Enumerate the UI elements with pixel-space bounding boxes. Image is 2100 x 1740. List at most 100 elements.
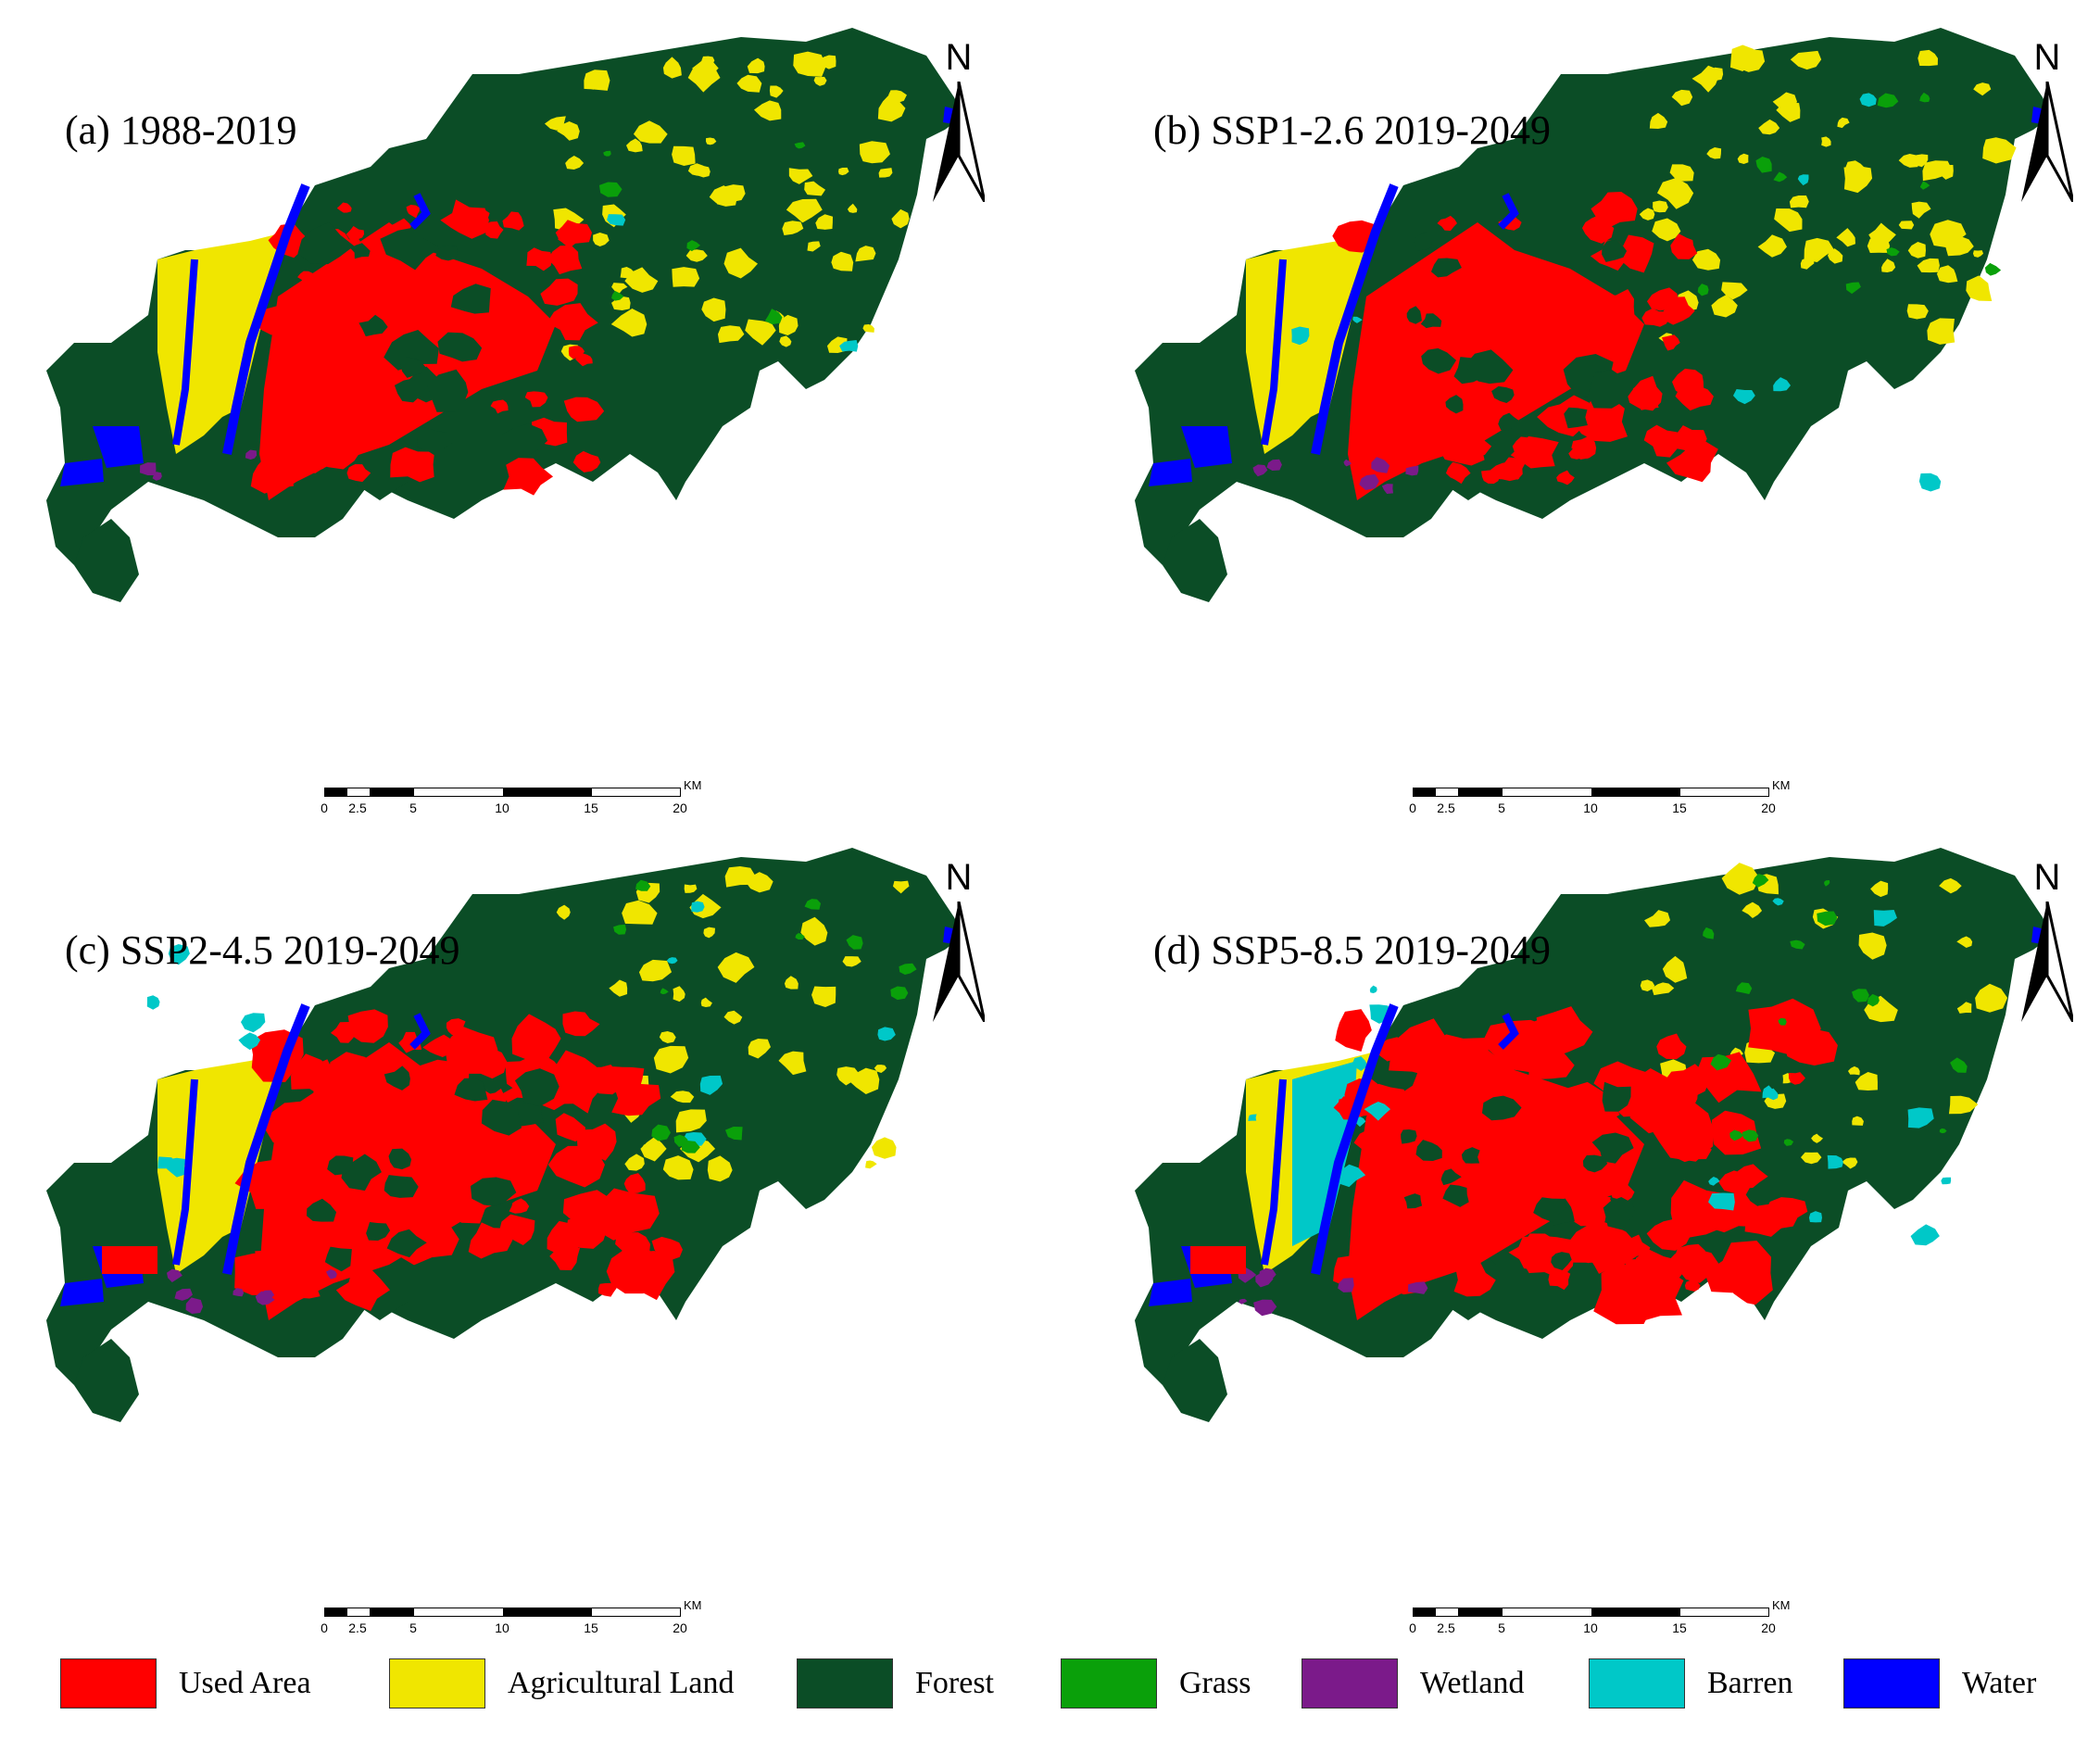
agricultural-patch bbox=[782, 221, 804, 235]
used-area-patch bbox=[1684, 1280, 1701, 1292]
agricultural-patch bbox=[1914, 154, 1929, 168]
scale-segment bbox=[1458, 788, 1503, 796]
agricultural-patch bbox=[1711, 295, 1738, 318]
legend-label: Water bbox=[1962, 1666, 2037, 1700]
barren-patch bbox=[146, 995, 160, 1010]
panel-title: (d) SSP5-8.5 2019-2049 bbox=[1153, 927, 1552, 973]
wetland-patch bbox=[185, 1297, 204, 1314]
agricultural-patch bbox=[685, 249, 708, 262]
used-area-patch bbox=[1643, 424, 1679, 458]
used-area-patch bbox=[265, 1151, 326, 1202]
agricultural-patch bbox=[847, 203, 858, 213]
scale-tick-label: 20 bbox=[673, 1620, 687, 1635]
agricultural-patch bbox=[1790, 50, 1822, 70]
used-area-patch bbox=[1620, 234, 1654, 273]
wetland-patch bbox=[1338, 1278, 1354, 1292]
scale-tick-label: 0 bbox=[1409, 1620, 1416, 1635]
agricultural-patch bbox=[701, 297, 726, 322]
legend-swatch bbox=[60, 1658, 157, 1708]
used-area-patch bbox=[1335, 1009, 1372, 1053]
scale-tick-label: 0 bbox=[1409, 801, 1416, 815]
grass-patch bbox=[1817, 911, 1838, 927]
used-area-patch bbox=[495, 292, 523, 319]
scale-segment bbox=[1591, 788, 1680, 796]
barren-patch bbox=[1248, 1114, 1257, 1121]
forest-patch bbox=[386, 1229, 427, 1258]
forest-patch bbox=[1465, 349, 1514, 385]
grass-patch bbox=[1710, 1053, 1732, 1071]
river-main bbox=[222, 1003, 310, 1275]
legend-swatch bbox=[1061, 1658, 1157, 1708]
used-area-patch bbox=[1700, 1189, 1766, 1233]
agricultural-patch bbox=[871, 1137, 897, 1159]
used-area-patch bbox=[502, 211, 524, 231]
grass-patch bbox=[1867, 993, 1880, 1007]
used-area-patch bbox=[1458, 1086, 1503, 1123]
barren-patch bbox=[1369, 985, 1377, 993]
scale-tick-label: 15 bbox=[584, 1620, 598, 1635]
agricultural-patch bbox=[878, 168, 893, 178]
used-area-patch bbox=[575, 353, 593, 367]
agricultural-patch bbox=[1847, 1065, 1860, 1076]
scale-tick-label: 5 bbox=[409, 1620, 417, 1635]
agricultural-patch bbox=[684, 884, 698, 893]
barren-patch bbox=[163, 1157, 187, 1178]
agricultural-patch bbox=[769, 85, 784, 98]
agricultural-patch bbox=[788, 168, 813, 184]
agricultural-patch bbox=[622, 900, 658, 925]
used-area-patch bbox=[540, 278, 578, 306]
legend-swatch bbox=[1301, 1658, 1398, 1708]
forest-patch bbox=[349, 243, 371, 259]
wetland-patch bbox=[152, 472, 162, 481]
forest-patch bbox=[358, 314, 388, 337]
north-label: N bbox=[945, 857, 973, 898]
barren-patch bbox=[1827, 1154, 1843, 1169]
barren-patch bbox=[1859, 93, 1877, 107]
agricultural-patch bbox=[811, 986, 836, 1008]
used-area-patch bbox=[509, 322, 530, 337]
used-area-patch bbox=[1556, 470, 1575, 485]
agricultural-patch bbox=[624, 1154, 645, 1171]
barren-patch bbox=[1808, 1211, 1822, 1223]
scale-tick-label: 20 bbox=[1761, 801, 1776, 815]
used-area-patch bbox=[555, 1113, 585, 1142]
used-area-patch bbox=[296, 1127, 324, 1149]
agricultural-patch bbox=[1742, 902, 1763, 918]
used-area-patch bbox=[1581, 213, 1615, 244]
used-area-patch bbox=[1438, 435, 1485, 466]
grass-patch bbox=[1755, 157, 1772, 173]
used-area-patch bbox=[1352, 1247, 1367, 1263]
agricultural-patch bbox=[1772, 92, 1797, 110]
scale-bar: KM 0 2.5 5 10 15 20 bbox=[321, 778, 713, 834]
wetland-patch bbox=[1239, 1298, 1248, 1305]
agricultural-patch bbox=[1881, 258, 1896, 273]
agricultural-patch bbox=[1800, 1152, 1822, 1165]
scale-unit: KM bbox=[1772, 1598, 1791, 1612]
agricultural-patch bbox=[659, 1030, 676, 1044]
agricultural-patch bbox=[610, 308, 648, 337]
wetland-patch bbox=[166, 1268, 182, 1282]
agricultural-patch bbox=[707, 1155, 733, 1182]
used-area-patch bbox=[1496, 296, 1534, 324]
north-label: N bbox=[945, 37, 973, 78]
grass-patch bbox=[1877, 93, 1899, 108]
agricultural-patch bbox=[1852, 1116, 1864, 1126]
forest-island bbox=[74, 1339, 139, 1422]
used-area-reclaimed bbox=[102, 1246, 157, 1274]
used-area-patch bbox=[1406, 357, 1427, 372]
used-area-patch bbox=[1782, 1025, 1838, 1065]
used-area-patch bbox=[1550, 327, 1569, 342]
wetland-patch bbox=[1371, 457, 1390, 473]
used-area-patch bbox=[1730, 1164, 1768, 1189]
panel-title: (b) SSP1-2.6 2019-2049 bbox=[1153, 107, 1552, 153]
used-area-patch bbox=[310, 396, 353, 428]
agricultural-patch bbox=[700, 997, 712, 1008]
wetland-patch bbox=[1343, 459, 1352, 467]
agricultural-patch bbox=[638, 959, 673, 982]
forest-patch bbox=[1564, 407, 1588, 429]
used-area-patch bbox=[1593, 1262, 1658, 1325]
agricultural-patch bbox=[1640, 979, 1655, 992]
agricultural-patch bbox=[855, 246, 876, 262]
barren-patch bbox=[839, 340, 859, 352]
grass-patch bbox=[899, 963, 917, 976]
